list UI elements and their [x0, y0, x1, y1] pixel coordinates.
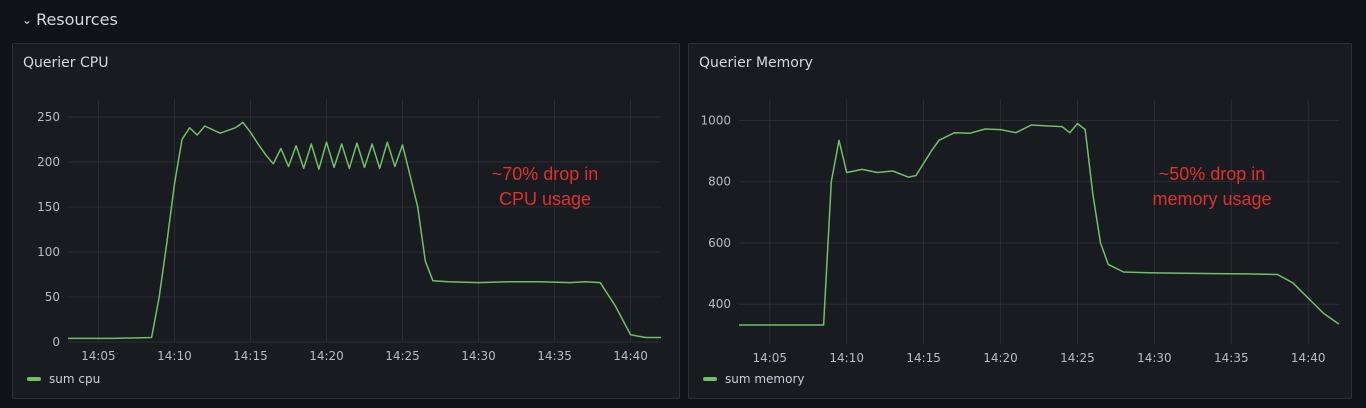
- y-tick-label: 0: [52, 335, 60, 349]
- series-line: [739, 122, 1340, 326]
- x-tick-label: 14:30: [1137, 351, 1172, 365]
- legend-label[interactable]: sum memory: [725, 372, 805, 386]
- x-tick-label: 14:35: [537, 349, 572, 363]
- annotation-text: ~50% drop in: [1159, 164, 1266, 184]
- y-tick-label: 400: [708, 297, 731, 311]
- y-tick-label: 200: [37, 155, 60, 169]
- panel-querier-memory[interactable]: Querier Memory 400 600 800 1000 14:05 14:10 14…: [688, 43, 1352, 399]
- legend[interactable]: sum memory: [703, 372, 805, 386]
- x-tick-label: 14:10: [157, 349, 192, 363]
- legend-label[interactable]: sum cpu: [49, 372, 101, 386]
- x-tick-label: 14:20: [309, 349, 344, 363]
- x-tick-label: 14:15: [233, 349, 268, 363]
- series-line: [68, 121, 661, 340]
- chart-querier-memory: 400 600 800 1000 14:05 14:10 14:15 14:20 14:25 14…: [700, 99, 1340, 365]
- y-tick-label: 800: [708, 175, 731, 189]
- annotation-text: memory usage: [1152, 189, 1271, 209]
- x-tick-label: 14:05: [81, 349, 116, 363]
- x-tick-label: 14:15: [906, 351, 941, 365]
- legend-swatch: [27, 377, 41, 381]
- y-tick-label: 150: [37, 200, 60, 214]
- panel-title[interactable]: Querier Memory: [699, 55, 813, 71]
- x-tick-label: 14:40: [613, 349, 648, 363]
- annotation-text: ~70% drop in: [492, 164, 599, 184]
- y-tick-label: 100: [37, 245, 60, 259]
- x-tick-label: 14:25: [385, 349, 420, 363]
- x-tick-label: 14:40: [1291, 351, 1326, 365]
- x-tick-label: 14:20: [983, 351, 1018, 365]
- chart-querier-cpu: 0 50 100 150 200 250 14:05 14:10 14:15 14:20 14:25…: [37, 99, 661, 363]
- y-tick-label: 50: [45, 290, 60, 304]
- annotation-text: CPU usage: [499, 189, 591, 209]
- y-tick-label: 250: [37, 110, 60, 124]
- row-header-resources[interactable]: ⌄ Resources: [22, 8, 118, 30]
- x-tick-label: 14:35: [1214, 351, 1249, 365]
- panel-querier-cpu[interactable]: Querier CPU 0 50 100 150 200 250 14:05 14:10 14:…: [12, 43, 680, 399]
- x-tick-label: 14:30: [461, 349, 496, 363]
- legend[interactable]: sum cpu: [27, 372, 100, 386]
- legend-swatch: [703, 377, 717, 381]
- chevron-down-icon[interactable]: ⌄: [22, 13, 33, 27]
- y-tick-label: 600: [708, 236, 731, 250]
- x-tick-label: 14:10: [829, 351, 864, 365]
- x-tick-label: 14:05: [752, 351, 787, 365]
- y-tick-label: 1000: [700, 113, 731, 127]
- x-tick-label: 14:25: [1060, 351, 1095, 365]
- row-title: Resources: [36, 9, 118, 29]
- panel-title[interactable]: Querier CPU: [23, 55, 109, 71]
